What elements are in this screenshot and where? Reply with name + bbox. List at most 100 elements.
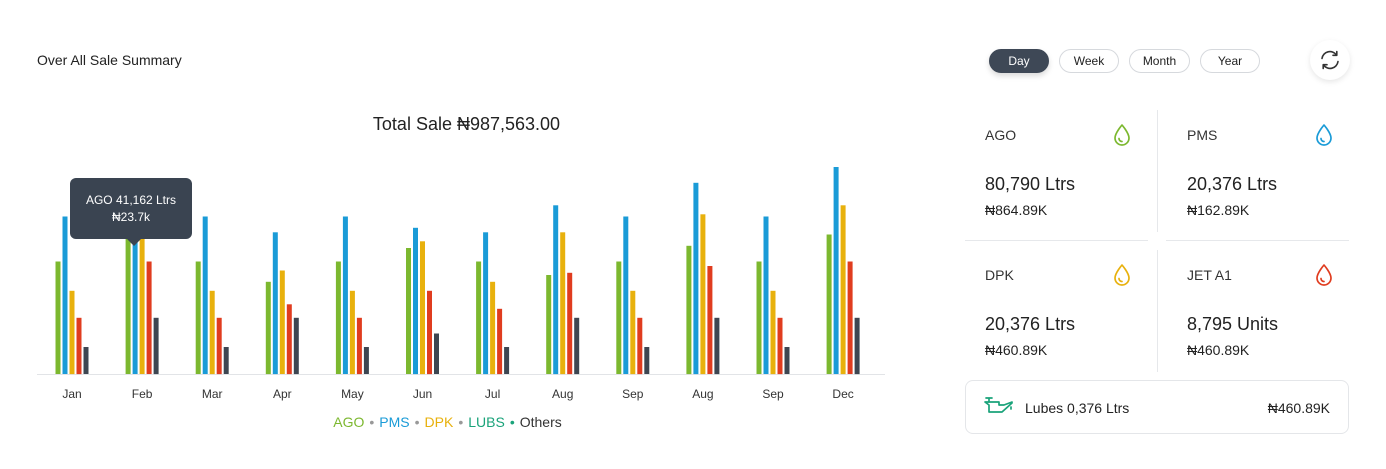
bar-chart: Jan Feb Mar Apr May Jun Jul Aug Sep Aug Sep Dec [37, 167, 885, 401]
bar-others-jan[interactable] [83, 347, 89, 374]
bar-lubs-dec[interactable] [847, 261, 853, 375]
stat-quantity: 8,795 Units [1187, 314, 1279, 334]
bar-pms-dec[interactable] [833, 167, 839, 374]
bar-ago-jun[interactable] [406, 248, 411, 374]
x-tick-label: Jan [62, 387, 81, 401]
bar-pms-sep[interactable] [623, 216, 629, 375]
legend-separator: • [414, 414, 420, 430]
bar-ago-apr[interactable] [265, 281, 271, 375]
bar-dpk-sep[interactable] [630, 290, 636, 375]
lubes-amount: ₦460.89K [1267, 400, 1330, 416]
stat-quantity: 20,376 Ltrs [985, 314, 1076, 334]
divider [1166, 240, 1349, 241]
bar-pms-apr[interactable] [272, 232, 278, 375]
stat-name: DPK [985, 267, 1014, 283]
bar-ago-mar[interactable] [195, 261, 201, 375]
bar-pms-aug[interactable] [553, 205, 559, 375]
legend-ago[interactable]: AGO [333, 414, 365, 430]
tab-year[interactable]: Year [1200, 49, 1260, 73]
bar-dpk-jul[interactable] [490, 281, 496, 375]
stat-quantity: 20,376 Ltrs [1187, 174, 1278, 194]
bar-ago-feb[interactable] [125, 234, 131, 375]
bar-pms-jun[interactable] [413, 227, 418, 375]
stat-amount: ₦864.89K [985, 202, 1048, 218]
drop-icon [1316, 124, 1332, 146]
bar-dpk-aug[interactable] [560, 232, 566, 375]
bar-others-dec[interactable] [854, 317, 860, 375]
bar-dpk-aug[interactable] [700, 214, 706, 375]
tab-day[interactable]: Day [989, 49, 1049, 73]
bar-lubs-jun[interactable] [427, 290, 432, 375]
bar-dpk-may[interactable] [349, 290, 355, 375]
bar-ago-aug[interactable] [546, 275, 552, 374]
x-tick-label: Aug [552, 387, 573, 401]
bar-dpk-mar[interactable] [209, 290, 215, 375]
legend-separator: • [369, 414, 375, 430]
bar-others-apr[interactable] [293, 317, 299, 375]
bar-pms-jul[interactable] [483, 232, 489, 375]
x-tick-label: Jun [413, 387, 432, 401]
bar-ago-may[interactable] [335, 261, 341, 375]
bar-dpk-sep[interactable] [770, 290, 776, 375]
bar-pms-feb[interactable] [132, 212, 138, 374]
bar-lubs-jan[interactable] [76, 317, 82, 375]
stat-card-ago[interactable]: AGO 80,790 Ltrs ₦864.89K [985, 124, 1165, 247]
bar-lubs-apr[interactable] [286, 304, 292, 375]
refresh-button[interactable] [1310, 40, 1350, 80]
divider [1157, 250, 1158, 372]
bar-ago-sep[interactable] [616, 261, 622, 375]
bar-others-sep[interactable] [644, 347, 650, 374]
tooltip-line-2: ₦23.7k [111, 210, 151, 224]
bar-pms-jan[interactable] [62, 216, 68, 375]
bar-lubs-aug[interactable] [567, 272, 573, 375]
chart-tooltip: AGO 41,162 Ltrs ₦23.7k [70, 178, 192, 246]
bar-pms-may[interactable] [342, 216, 348, 375]
bar-pms-aug[interactable] [693, 182, 699, 375]
stat-amount: ₦162.89K [1187, 202, 1250, 218]
bar-pms-sep[interactable] [763, 216, 769, 375]
bar-others-aug[interactable] [714, 317, 720, 375]
bar-lubs-aug[interactable] [707, 266, 713, 374]
tab-week[interactable]: Week [1059, 49, 1119, 73]
bar-others-sep[interactable] [784, 347, 790, 374]
stat-amount: ₦460.89K [985, 342, 1048, 358]
bar-ago-dec[interactable] [826, 234, 832, 375]
legend-separator-green: • [509, 414, 515, 430]
bar-others-may[interactable] [363, 347, 369, 374]
bar-ago-sep[interactable] [756, 261, 762, 375]
bar-lubs-jul[interactable] [497, 308, 503, 375]
stat-card-jet-a1[interactable]: JET A1 8,795 Units ₦460.89K [1187, 264, 1367, 387]
bar-others-aug[interactable] [574, 317, 580, 375]
range-tabs: Day Week Month Year [989, 49, 1260, 73]
bar-dpk-feb[interactable] [139, 212, 145, 374]
lubes-label: Lubes 0,376 Ltrs [1025, 400, 1130, 416]
stat-card-pms[interactable]: PMS 20,376 Ltrs ₦162.89K [1187, 124, 1367, 247]
bar-others-jul[interactable] [504, 347, 510, 374]
bar-others-feb[interactable] [153, 317, 159, 375]
stat-card-dpk[interactable]: DPK 20,376 Ltrs ₦460.89K [985, 264, 1165, 387]
bar-lubs-sep[interactable] [777, 317, 783, 375]
x-tick-label: Sep [622, 387, 644, 401]
lubes-card[interactable]: Lubes 0,376 Ltrs ₦460.89K [965, 380, 1349, 434]
bar-dpk-apr[interactable] [279, 270, 285, 375]
x-tick-label: Jul [485, 387, 500, 401]
bar-dpk-jun[interactable] [420, 241, 425, 375]
bar-lubs-may[interactable] [356, 317, 362, 375]
bar-dpk-jan[interactable] [69, 290, 75, 375]
legend-lubs[interactable]: LUBS [468, 414, 505, 430]
stat-quantity: 80,790 Ltrs [985, 174, 1076, 194]
bar-ago-jan[interactable] [55, 261, 61, 375]
bar-others-mar[interactable] [223, 347, 229, 374]
legend-pms[interactable]: PMS [379, 414, 410, 430]
bar-others-jun[interactable] [434, 333, 439, 375]
bar-lubs-feb[interactable] [146, 261, 152, 375]
bar-lubs-mar[interactable] [216, 317, 222, 375]
bar-ago-jul[interactable] [476, 261, 482, 375]
bar-dpk-dec[interactable] [840, 205, 846, 375]
tab-month[interactable]: Month [1129, 49, 1190, 73]
bar-lubs-sep[interactable] [637, 317, 643, 375]
legend-others[interactable]: Others [519, 414, 562, 430]
bar-pms-mar[interactable] [202, 216, 208, 375]
bar-ago-aug[interactable] [686, 245, 692, 375]
legend-dpk[interactable]: DPK [424, 414, 454, 430]
